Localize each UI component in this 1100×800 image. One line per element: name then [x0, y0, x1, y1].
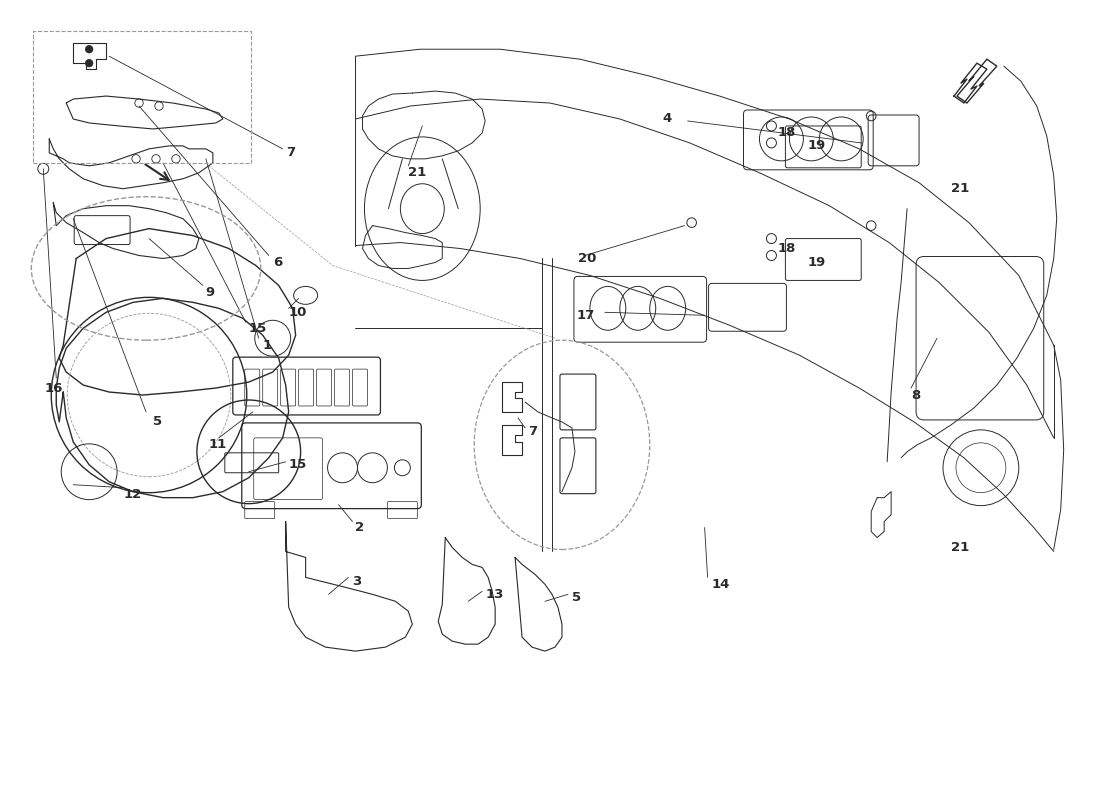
Text: 10: 10 [288, 306, 307, 319]
Text: 21: 21 [408, 166, 427, 179]
Text: 4: 4 [662, 113, 672, 126]
Text: 7: 7 [528, 426, 537, 438]
Text: 11: 11 [209, 438, 227, 451]
Text: 12: 12 [123, 488, 141, 501]
Text: 17: 17 [576, 309, 595, 322]
Text: 9: 9 [206, 286, 214, 299]
Text: 1: 1 [263, 338, 272, 352]
Text: 18: 18 [778, 126, 795, 139]
Text: 20: 20 [578, 252, 596, 265]
Text: 19: 19 [807, 256, 826, 269]
Text: 15: 15 [288, 458, 307, 471]
Text: 15: 15 [249, 322, 267, 334]
Polygon shape [957, 59, 997, 103]
Polygon shape [954, 63, 987, 103]
Text: 14: 14 [712, 578, 730, 591]
Text: 21: 21 [952, 541, 969, 554]
Circle shape [86, 59, 94, 67]
Text: 16: 16 [44, 382, 63, 394]
Text: 7: 7 [286, 146, 295, 159]
Circle shape [86, 46, 94, 53]
Text: 18: 18 [778, 242, 795, 255]
Text: 5: 5 [153, 415, 162, 429]
Text: 2: 2 [355, 521, 364, 534]
Text: 21: 21 [952, 182, 969, 195]
Text: 13: 13 [485, 588, 504, 601]
Bar [33, 31, 251, 163]
Text: 6: 6 [273, 256, 282, 269]
Text: 19: 19 [807, 139, 826, 152]
Text: 5: 5 [572, 591, 581, 604]
Text: 8: 8 [911, 389, 921, 402]
Text: 3: 3 [352, 575, 362, 588]
